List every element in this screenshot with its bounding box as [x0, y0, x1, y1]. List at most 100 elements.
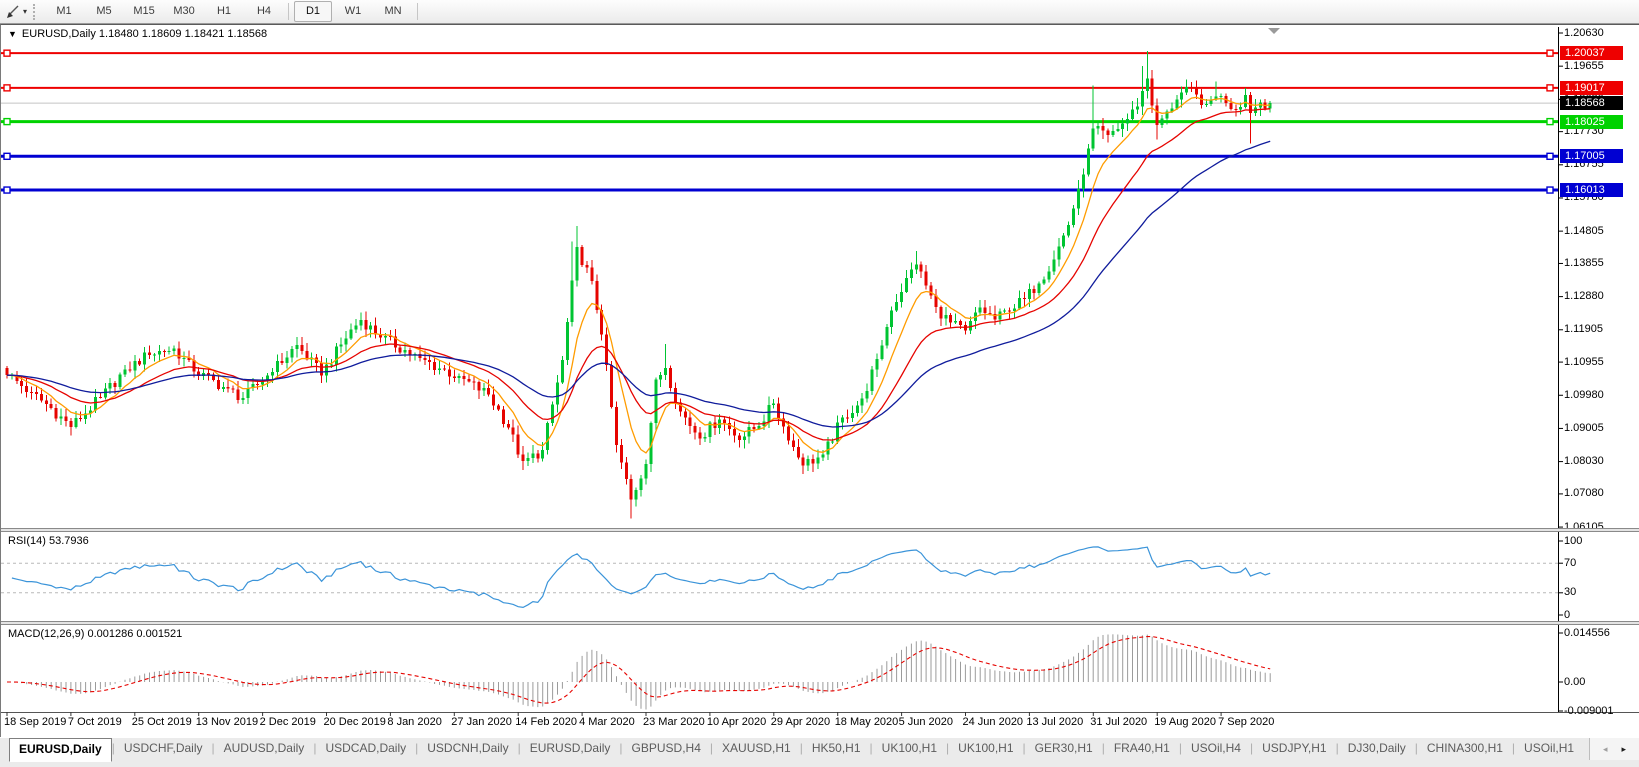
chart-tab-xauusd-h1[interactable]: XAUUSD,H1 — [722, 741, 791, 755]
macd-signal-line — [7, 636, 1271, 704]
chart-tab-usdchf-daily[interactable]: USDCHF,Daily — [123, 741, 203, 755]
date-tick-label: 25 Oct 2019 — [131, 716, 192, 728]
price-level-badge: 1.18025 — [1560, 114, 1623, 129]
pane-splitter-macd[interactable] — [1, 621, 1639, 625]
chart-window: ▼ EURUSD,Daily 1.18480 1.18609 1.18421 1.… — [0, 24, 1639, 737]
price-level-badge: 1.19017 — [1560, 80, 1623, 95]
price-tick-label: 1.07080 — [1564, 487, 1604, 500]
price-tick-label: 1.20630 — [1564, 26, 1604, 39]
timeframe-button-D1[interactable]: D1 — [294, 1, 333, 22]
level-handle[interactable] — [1546, 117, 1554, 126]
date-tick-label: 13 Jul 2020 — [1026, 716, 1084, 728]
date-tick-label: 31 Jul 2020 — [1090, 716, 1148, 728]
tab-divider: | — [869, 741, 873, 755]
timeframe-button-M30[interactable]: M30 — [173, 5, 195, 17]
timeframe-button-H4[interactable]: H4 — [256, 5, 272, 17]
tab-divider: | — [1022, 741, 1026, 755]
level-handle[interactable] — [3, 49, 11, 57]
tab-divider: | — [709, 741, 714, 755]
level-handle[interactable] — [3, 117, 11, 126]
rsi-tick-label: 70 — [1564, 556, 1577, 569]
level-handle[interactable] — [1546, 186, 1554, 194]
date-tick-label: 29 Apr 2020 — [770, 716, 831, 728]
tab-divider: | — [211, 741, 215, 755]
chart-tab-gbpusd-h4[interactable]: GBPUSD,H4 — [631, 741, 701, 755]
chart-tab-eurusd-daily[interactable]: EURUSD,Daily — [9, 738, 112, 762]
level-handle[interactable] — [1546, 49, 1554, 57]
chart-tab-usoil-h4[interactable]: USOil,H4 — [1190, 741, 1241, 755]
chart-tab-hk50-h1[interactable]: HK50,H1 — [811, 741, 861, 755]
date-tick-label: 4 Mar 2020 — [579, 716, 635, 728]
tab-divider: | — [415, 741, 419, 755]
macd-tick-label: -0.009001 — [1564, 704, 1614, 717]
date-tick-label: 8 Jan 2020 — [387, 716, 442, 728]
rsi-indicator-label: RSI(14) 53.7936 — [8, 535, 89, 547]
moving-average-medium — [7, 108, 1271, 441]
date-tick-label: 18 Sep 2019 — [4, 716, 67, 728]
price-level-badge: 1.17005 — [1560, 149, 1623, 164]
chart-tab-usdcad-daily[interactable]: USDCAD,Daily — [325, 741, 407, 755]
chart-tab-bar: EURUSD,Daily | USDCHF,Daily | AUDUSD,Daily | U… — [0, 737, 1639, 767]
chart-tab-usoil-h1[interactable]: USOil,H1 — [1524, 741, 1575, 755]
chart-canvas[interactable] — [1, 25, 1639, 737]
timeframe-button-M5[interactable]: M5 — [96, 5, 112, 17]
price-tick-label: 1.10955 — [1564, 355, 1604, 368]
chart-tab-dj30-daily[interactable]: DJ30,Daily — [1347, 741, 1406, 755]
chart-title-row: ▼ EURUSD,Daily 1.18480 1.18609 1.18421 1.… — [8, 28, 267, 40]
level-handle[interactable] — [3, 84, 11, 92]
chevron-down-icon[interactable]: ▾ — [23, 7, 28, 16]
level-handle[interactable] — [1546, 152, 1554, 161]
toolbar-grip-handle[interactable] — [33, 3, 39, 20]
chart-tab-fra40-h1[interactable]: FRA40,H1 — [1113, 741, 1170, 755]
candle-bodies-up — [10, 78, 1272, 500]
chart-tab-audusd-daily[interactable]: AUDUSD,Daily — [223, 741, 305, 755]
tab-divider: | — [1335, 741, 1339, 755]
timeframe-button-M15[interactable]: M15 — [133, 5, 155, 17]
chart-tab-china300-h1[interactable]: CHINA300,H1 — [1426, 741, 1503, 755]
chart-tab-ger30-h1[interactable]: GER30,H1 — [1034, 741, 1093, 755]
timeframe-button-M1[interactable]: M1 — [56, 5, 72, 17]
tab-divider: | — [1414, 741, 1418, 755]
chart-tab-usdjpy-h1[interactable]: USDJPY,H1 — [1262, 741, 1327, 755]
level-handle[interactable] — [3, 186, 11, 194]
chart-title: EURUSD,Daily 1.18480 1.18609 1.18421 1.1… — [21, 28, 268, 40]
tab-divider: | — [799, 741, 803, 755]
tab-divider: | — [946, 741, 950, 755]
tab-divider: | — [1101, 741, 1105, 755]
tab-divider: | — [1249, 741, 1254, 755]
price-tick-label: 1.11905 — [1564, 323, 1603, 336]
price-tick-label: 1.19655 — [1564, 59, 1604, 72]
rsi-line — [11, 546, 1271, 609]
macd-indicator-label: MACD(12,26,9) 0.001286 0.001521 — [8, 628, 183, 640]
pane-splitter-rsi[interactable] — [1, 528, 1639, 532]
date-tick-label: 24 Jun 2020 — [962, 716, 1024, 728]
toolbar-separator — [417, 3, 419, 20]
tab-scroll-controls: ◂ ▸ — [1588, 738, 1639, 760]
rsi-tick-label: 100 — [1564, 534, 1583, 547]
moving-average-slow — [7, 140, 1271, 428]
timeframe-button-W1[interactable]: W1 — [344, 5, 362, 17]
date-tick-label: 7 Oct 2019 — [67, 716, 122, 728]
candle-wicks-down — [6, 70, 1266, 519]
price-tick-label: 1.13855 — [1564, 256, 1604, 269]
chart-tab-uk100-h1[interactable]: UK100,H1 — [958, 741, 1014, 755]
tab-divider: | — [1511, 741, 1516, 755]
price-tick-label: 1.12880 — [1564, 290, 1604, 303]
chart-tab-usdcnh-daily[interactable]: USDCNH,Daily — [427, 741, 509, 755]
level-handle[interactable] — [3, 152, 11, 161]
chart-tab-uk100-h1[interactable]: UK100,H1 — [881, 741, 938, 755]
level-handle[interactable] — [1546, 84, 1554, 92]
chart-menu-triangle-icon[interactable]: ▼ — [8, 29, 17, 39]
timeframe-button-MN[interactable]: MN — [384, 5, 402, 17]
tab-scroll-right-icon[interactable]: ▸ — [1621, 743, 1626, 754]
tab-scroll-left-icon[interactable]: ◂ — [1602, 743, 1608, 754]
rsi-tick-label: 30 — [1564, 586, 1577, 599]
timeframe-button-H1[interactable]: H1 — [216, 5, 232, 17]
chart-tab-eurusd-daily[interactable]: EURUSD,Daily — [529, 741, 611, 755]
chart-shift-triangle-icon[interactable] — [1268, 28, 1280, 34]
moving-average-fast — [7, 96, 1271, 454]
tab-divider: | — [111, 741, 115, 755]
date-tick-label: 7 Sep 2020 — [1218, 716, 1275, 728]
trendline-cursor-icon[interactable] — [4, 3, 22, 21]
